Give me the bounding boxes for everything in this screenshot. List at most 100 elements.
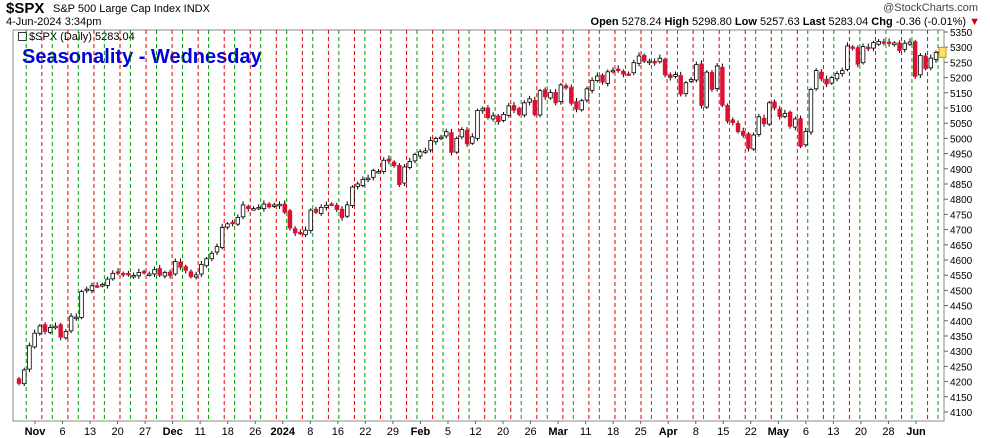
ticker-symbol: $SPX — [6, 0, 45, 17]
candle-body — [501, 113, 506, 121]
candle-body — [662, 58, 668, 76]
candle-body — [152, 269, 157, 275]
candle-body — [74, 316, 79, 320]
candle-body — [767, 102, 772, 125]
chg-label: Chg — [871, 16, 893, 28]
candle-body — [511, 105, 517, 111]
candle-body — [183, 266, 188, 271]
candle-body — [84, 288, 89, 292]
candle-body — [595, 75, 600, 82]
candle-body — [881, 41, 887, 44]
open-label: Open — [590, 16, 619, 28]
candle-body — [115, 271, 121, 274]
x-tick-label: Dec — [163, 426, 183, 438]
candle-body — [506, 105, 511, 116]
candle-body — [720, 66, 725, 106]
x-tick-label: Nov — [25, 426, 47, 438]
candle-body — [589, 79, 595, 91]
candle-body — [298, 231, 303, 235]
candle-body — [543, 89, 548, 98]
last-price-marker — [938, 46, 947, 58]
candle-body — [751, 134, 756, 150]
chart-date: 4-Jun-2024 3:34pm — [6, 16, 102, 28]
x-tick-label: 26 — [524, 426, 536, 438]
candle-body — [871, 42, 876, 49]
candle-body — [688, 79, 694, 82]
candle-body — [845, 45, 850, 70]
candle-body — [652, 61, 657, 64]
candle-body — [892, 42, 897, 46]
candle-body — [246, 206, 251, 210]
x-tick-label: 8 — [307, 426, 313, 438]
candle-body — [918, 55, 923, 76]
low-label: Low — [734, 16, 757, 28]
candle-body — [803, 130, 808, 146]
candle-body — [829, 77, 835, 84]
candle-body — [704, 71, 709, 108]
candle-body — [912, 41, 918, 77]
y-tick-label: 4350 — [950, 332, 973, 343]
candle-body — [673, 74, 678, 77]
candle-body — [444, 131, 449, 137]
candle-body — [522, 102, 527, 116]
candle-body — [600, 74, 605, 83]
candle-body — [110, 272, 116, 280]
y-tick-label: 4600 — [950, 256, 973, 267]
x-tick-label: 11 — [580, 426, 591, 438]
x-tick-label: 16 — [332, 426, 344, 438]
candle-body — [287, 210, 293, 229]
x-tick-label: 20 — [111, 426, 123, 438]
y-tick-label: 4500 — [950, 286, 973, 297]
y-tick-label: 4150 — [950, 393, 973, 404]
quote-stats: Open 5278.24 High 5298.80 Low 5257.63 La… — [591, 16, 980, 28]
candle-body — [131, 275, 136, 278]
candle-body — [94, 285, 100, 288]
candle-body — [772, 101, 777, 109]
candle-body — [225, 223, 230, 228]
plot-frame — [12, 29, 945, 422]
y-tick-label: 5350 — [950, 28, 973, 39]
high-value: 5298.80 — [692, 16, 732, 28]
x-tick-label: 20 — [855, 426, 867, 438]
x-tick-label: 20 — [497, 426, 509, 438]
candle-body — [204, 258, 209, 267]
candle-body — [496, 115, 501, 123]
x-tick-label: 22 — [745, 426, 757, 438]
y-tick-label: 4300 — [950, 347, 973, 358]
candle-body — [433, 137, 439, 143]
candle-body — [339, 208, 345, 219]
candle-body — [272, 204, 277, 207]
candle-body — [459, 129, 465, 138]
chart-title: Seasonality - Wednesday — [22, 46, 262, 68]
candle-body — [860, 46, 866, 64]
candle-body — [813, 70, 819, 90]
candle-body — [402, 166, 407, 184]
candle-body — [16, 378, 22, 384]
brand-watermark: @StockCharts.com — [883, 2, 978, 14]
x-tick-label: Mar — [548, 426, 568, 438]
x-tick-label: 27 — [139, 426, 151, 438]
candle-body — [933, 51, 939, 61]
candle-body — [371, 170, 376, 178]
candle-body — [391, 161, 397, 167]
x-tick-label: Apr — [659, 426, 679, 438]
candle-body — [141, 271, 147, 274]
candle-body — [162, 272, 168, 277]
candle-body — [782, 113, 788, 117]
x-tick-label: Feb — [411, 426, 431, 438]
candle-body — [235, 217, 241, 225]
x-tick-label: May — [768, 426, 790, 438]
candle-body — [480, 108, 485, 112]
candle-body — [756, 116, 762, 135]
candle-body — [209, 252, 215, 260]
candle-body — [563, 85, 569, 89]
candle-body — [631, 62, 637, 74]
candle-body — [553, 92, 558, 104]
y-tick-label: 4200 — [950, 378, 973, 389]
x-tick-label: 5 — [445, 426, 451, 438]
candle-body — [230, 221, 235, 225]
x-tick-label: 13 — [827, 426, 839, 438]
x-tick-label: 15 — [717, 426, 729, 438]
last-value: 5283.04 — [828, 16, 869, 28]
